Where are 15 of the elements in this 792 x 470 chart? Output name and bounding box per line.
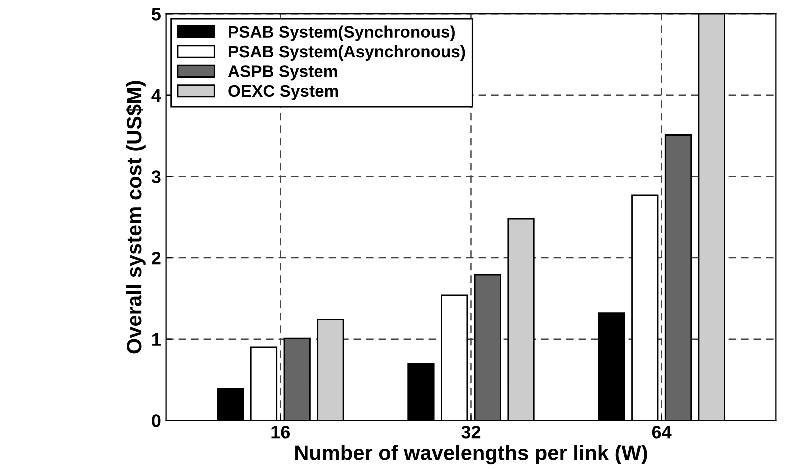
x-tick-label: 32 [462,426,481,439]
y-tick-label: 3 [152,170,161,184]
y-tick-label: 5 [152,8,161,21]
y-tick-label: 1 [152,333,161,346]
y-tick-label: 0 [152,414,161,428]
legend-label: ASPB System [228,66,338,81]
x-tick-label: 64 [652,426,672,439]
legend-label: PSAB System(Asynchronous) [229,45,466,62]
x-axis-title: Number of wavelengths per link (W) [296,445,648,465]
y-axis-title: Overall system cost (US$M) [126,81,146,354]
y-tick-label: 4 [152,90,162,102]
legend-label: PSAB System(Synchronous) [229,26,455,42]
legend-label: OEXC System [228,85,338,100]
y-tick-label: 2 [152,252,161,265]
x-tick-label: 16 [272,426,290,439]
